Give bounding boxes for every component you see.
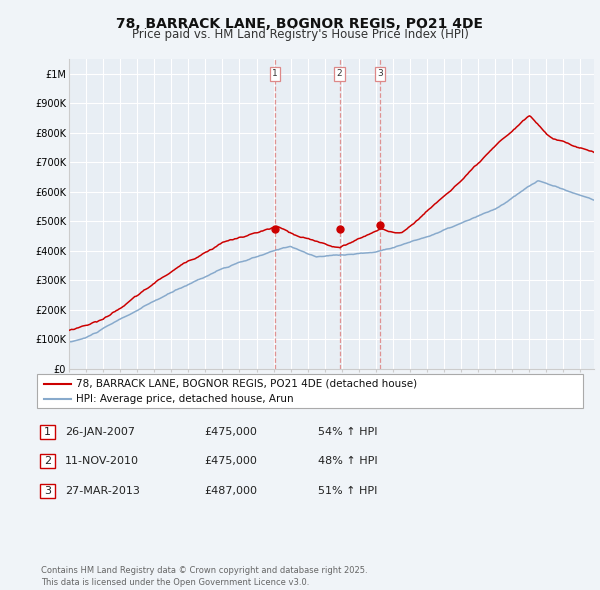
Text: 54% ↑ HPI: 54% ↑ HPI [318, 427, 377, 437]
Text: 2: 2 [337, 69, 343, 78]
Text: 78, BARRACK LANE, BOGNOR REGIS, PO21 4DE: 78, BARRACK LANE, BOGNOR REGIS, PO21 4DE [116, 17, 484, 31]
Text: 27-MAR-2013: 27-MAR-2013 [65, 486, 140, 496]
Text: 1: 1 [44, 427, 51, 437]
Text: 78, BARRACK LANE, BOGNOR REGIS, PO21 4DE (detached house): 78, BARRACK LANE, BOGNOR REGIS, PO21 4DE… [76, 379, 417, 389]
Text: Price paid vs. HM Land Registry's House Price Index (HPI): Price paid vs. HM Land Registry's House … [131, 28, 469, 41]
Text: £487,000: £487,000 [204, 486, 257, 496]
Text: £475,000: £475,000 [204, 427, 257, 437]
Text: 2: 2 [44, 457, 51, 466]
Text: 11-NOV-2010: 11-NOV-2010 [65, 457, 139, 466]
Text: Contains HM Land Registry data © Crown copyright and database right 2025.
This d: Contains HM Land Registry data © Crown c… [41, 566, 367, 587]
Text: 48% ↑ HPI: 48% ↑ HPI [318, 457, 377, 466]
Text: 3: 3 [377, 69, 383, 78]
Text: 3: 3 [44, 486, 51, 496]
Text: 26-JAN-2007: 26-JAN-2007 [65, 427, 135, 437]
Text: HPI: Average price, detached house, Arun: HPI: Average price, detached house, Arun [76, 394, 293, 404]
Text: 51% ↑ HPI: 51% ↑ HPI [318, 486, 377, 496]
Text: 1: 1 [272, 69, 278, 78]
Text: £475,000: £475,000 [204, 457, 257, 466]
